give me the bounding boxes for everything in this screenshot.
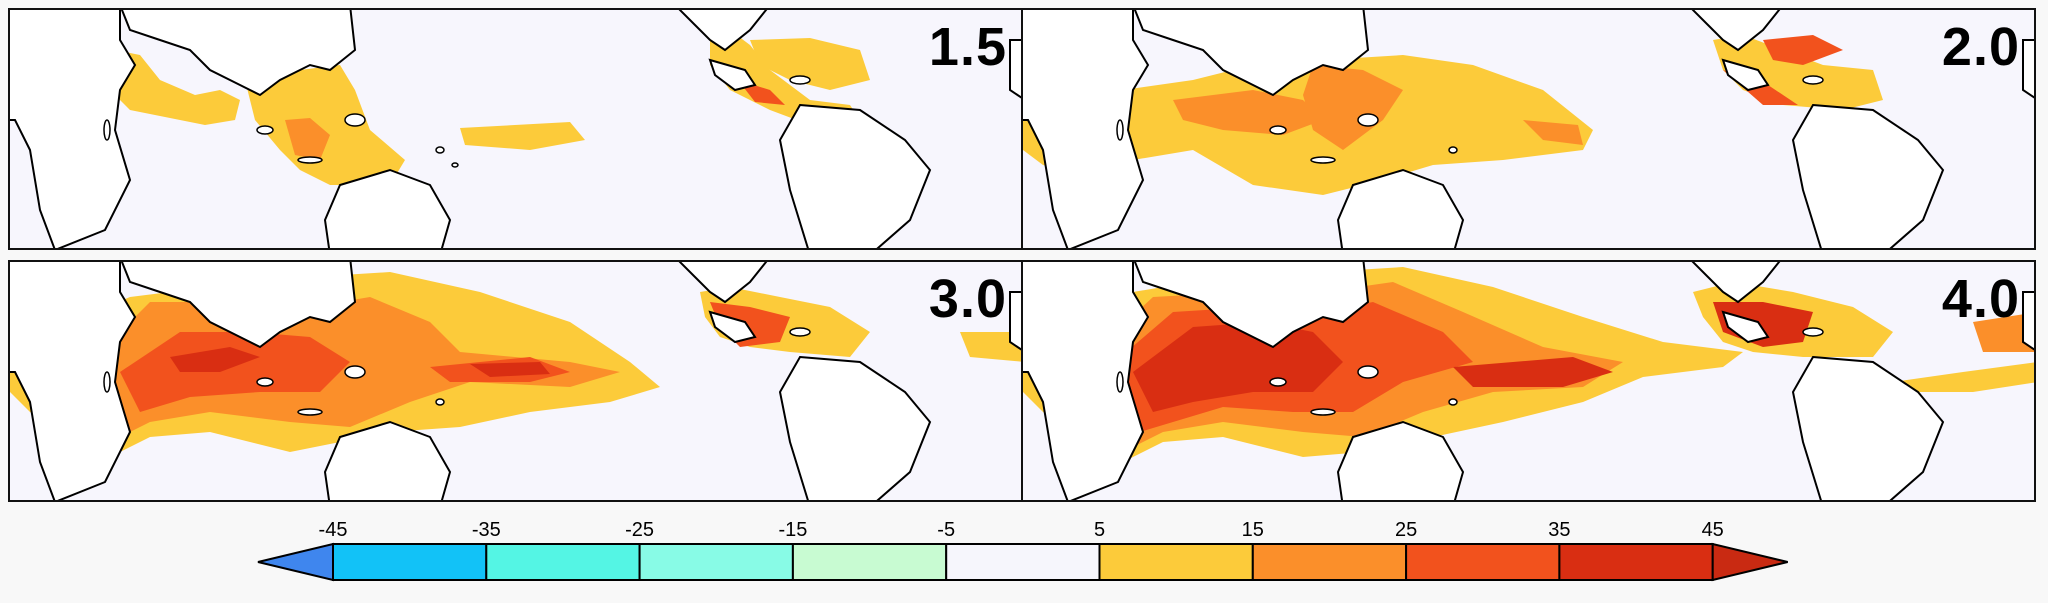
colorbar-bin [485,543,641,581]
colorbar-tick-label: -25 [625,519,654,541]
colorbar-bin [1558,543,1714,581]
anomaly-shading [1023,267,2034,462]
map-panel-3-0: 3.0 [8,260,1023,502]
landmasses [10,262,1021,500]
map-panel-4-0: 4.0 [1021,260,2036,502]
map-canvas [10,262,1021,500]
colorbar-tick-label: 15 [1242,519,1264,541]
colorbar-bin [1251,543,1408,581]
colorbar-tick-label: -15 [778,519,807,541]
anomaly-shading [110,30,870,185]
map-panel-2-0: 2.0 [1021,8,2036,250]
panel-label: 3.0 [928,269,1007,329]
colorbar-tick-label: 25 [1395,519,1417,541]
colorbar: -45 -35 -25 -15 -5 5 15 25 35 45 [257,519,1788,582]
small-islands [103,327,811,416]
panel-label: 2.0 [1941,17,2020,77]
map-panel-1-5: 1.5 [8,8,1023,250]
panel-label: 4.0 [1941,269,2020,329]
small-islands [1116,327,1824,416]
colorbar-bin [791,543,948,581]
colorbar-tick-label: 45 [1702,519,1724,541]
colorbar-bins [257,542,1788,582]
anomaly-shading [1023,35,1883,195]
colorbar-tick-label: -5 [937,519,955,541]
anomaly-shading [10,272,1021,457]
colorbar-tick-label: 5 [1094,519,1105,541]
map-canvas [1023,262,2034,500]
landmasses [10,10,1021,248]
panel-label: 1.5 [928,17,1007,77]
colorbar-tick-label: 35 [1548,519,1570,541]
colorbar-tick-labels: -45 -35 -25 -15 -5 5 15 25 35 45 [319,519,1724,541]
small-islands [1116,75,1824,164]
colorbar-bin [638,543,794,581]
landmasses [1023,10,2034,248]
map-canvas [10,10,1021,248]
small-islands [103,75,811,168]
map-canvas [1023,10,2034,248]
colorbar-under-arrow [257,542,334,582]
colorbar-tick-label: -35 [472,519,501,541]
colorbar-bin [332,543,488,581]
landmasses [1023,262,2034,500]
colorbar-bin [1405,543,1561,581]
colorbar-bin [945,543,1101,581]
colorbar-bin [1098,543,1254,581]
colorbar-over-arrow [1711,542,1788,582]
colorbar-tick-label: -45 [319,519,348,541]
